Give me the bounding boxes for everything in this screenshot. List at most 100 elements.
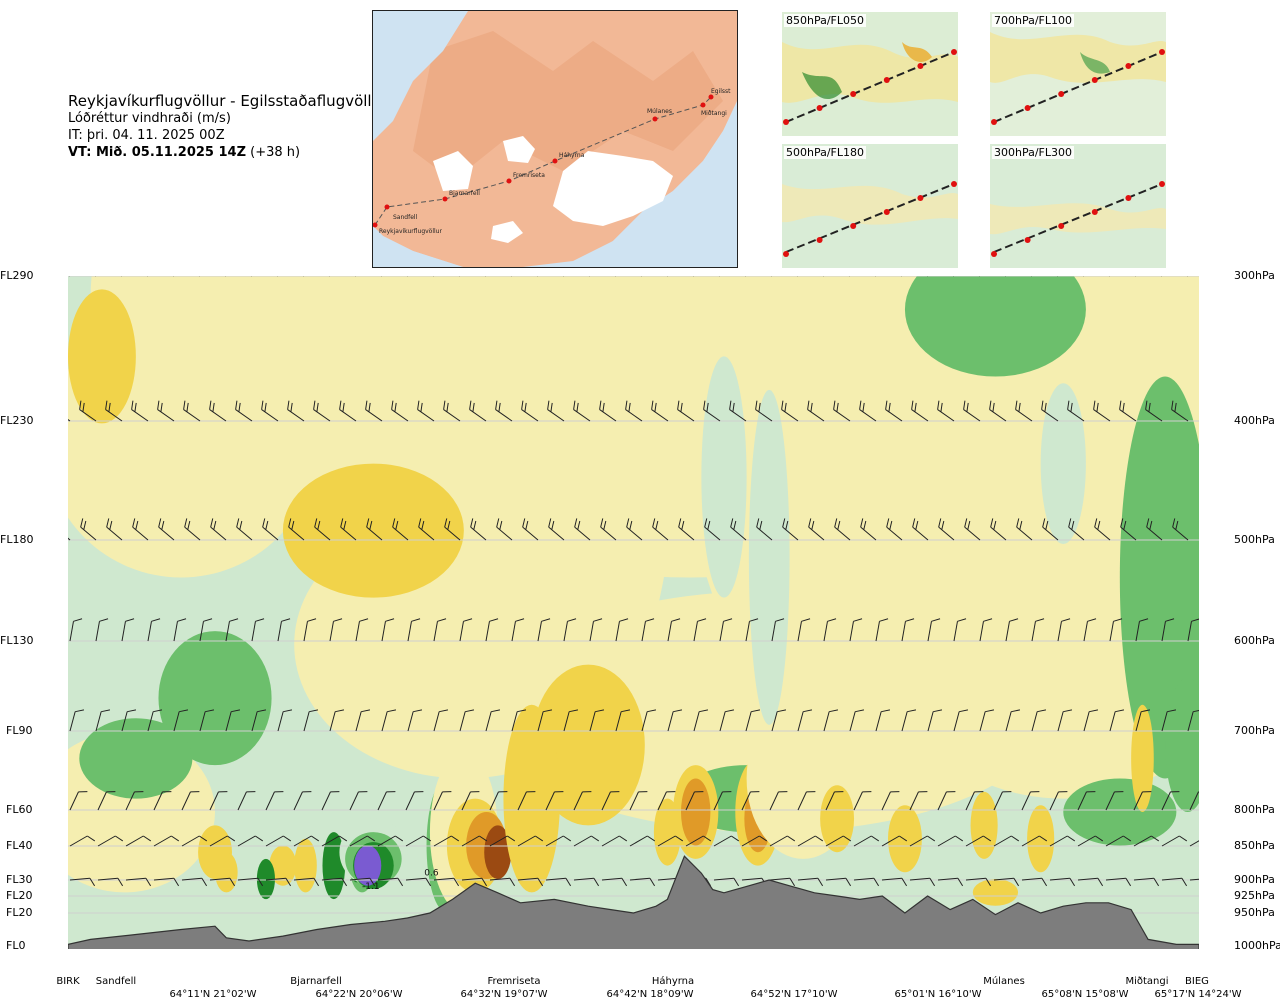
wind-barb-51 bbox=[235, 400, 253, 422]
contour-region-22 bbox=[269, 845, 297, 886]
wind-barb-220 bbox=[69, 791, 88, 811]
wind-barb-189 bbox=[407, 709, 423, 732]
wind-barb-105 bbox=[496, 518, 513, 541]
glacier-vatnajokull bbox=[553, 151, 673, 226]
wind-barb-199 bbox=[667, 709, 683, 732]
contour-region-51 bbox=[748, 389, 790, 725]
map-point-label: Múlanes bbox=[647, 108, 672, 115]
wind-barb-253 bbox=[993, 791, 1012, 811]
location-label: BIRK bbox=[56, 976, 80, 987]
mini-map-300-points bbox=[991, 181, 1165, 257]
wind-barb-19 bbox=[547, 276, 565, 277]
flight-level-label: FL30 bbox=[6, 873, 33, 886]
glacier-myrdalsjokull bbox=[491, 221, 523, 243]
wind-barb-314 bbox=[405, 877, 432, 887]
flight-level-label: FL20 bbox=[6, 889, 33, 902]
mini-map-700-svg bbox=[990, 12, 1166, 136]
wind-barb-212 bbox=[1005, 709, 1021, 732]
wind-barb-142 bbox=[329, 618, 343, 642]
pressure-label: 700hPa bbox=[1234, 724, 1275, 737]
wind-barb-45 bbox=[79, 400, 97, 422]
mini-map-500-label: 500hPa/FL180 bbox=[784, 146, 867, 159]
wind-barb-170 bbox=[1057, 618, 1071, 642]
wind-barb-178 bbox=[121, 709, 137, 732]
wind-barb-127 bbox=[1068, 518, 1085, 541]
wind-barb-281 bbox=[629, 835, 656, 847]
wind-barb-245 bbox=[769, 791, 788, 811]
wind-barb-129 bbox=[1120, 518, 1137, 541]
wind-barb-341 bbox=[1161, 877, 1188, 887]
flight-level-label: FL230 bbox=[0, 414, 34, 427]
wind-barb-78 bbox=[937, 400, 955, 422]
wind-barb-315 bbox=[433, 877, 460, 887]
wind-barb-123 bbox=[964, 518, 981, 541]
wind-barb-144 bbox=[381, 618, 395, 642]
wind-barb-121 bbox=[912, 518, 929, 541]
wind-barb-247 bbox=[825, 791, 844, 811]
wind-barb-138 bbox=[225, 618, 239, 642]
wind-barb-268 bbox=[265, 835, 292, 847]
wind-barb-111 bbox=[652, 518, 669, 541]
wind-barb-280 bbox=[601, 835, 628, 847]
wind-barb-339 bbox=[1105, 877, 1132, 887]
wind-barb-243 bbox=[713, 791, 732, 811]
wind-barb-267 bbox=[237, 835, 264, 847]
wind-barb-109 bbox=[600, 518, 617, 541]
wind-barb-184 bbox=[277, 709, 293, 732]
coordinate-label: 64°42'N 18°09'W bbox=[606, 989, 694, 1000]
wind-barb-134 bbox=[121, 618, 135, 642]
wind-barb-330 bbox=[853, 877, 880, 887]
wind-barb-56 bbox=[365, 400, 383, 422]
mini-map-point bbox=[883, 77, 890, 83]
wind-barb-0 bbox=[68, 276, 71, 277]
wind-barb-215 bbox=[1083, 709, 1099, 732]
wind-barb-74 bbox=[833, 400, 851, 422]
wind-barb-14 bbox=[417, 276, 435, 277]
wind-barb-162 bbox=[849, 618, 863, 642]
wind-barb-91 bbox=[132, 518, 149, 541]
wind-barb-167 bbox=[979, 618, 993, 642]
wind-barb-291 bbox=[909, 835, 936, 847]
wind-barb-179 bbox=[147, 709, 163, 732]
wind-barb-169 bbox=[1031, 618, 1045, 642]
wind-barb-182 bbox=[225, 709, 241, 732]
wind-barb-53 bbox=[287, 400, 305, 422]
wind-barb-234 bbox=[461, 791, 480, 811]
mini-map-point bbox=[816, 105, 823, 111]
iceland-land-shade bbox=[413, 31, 723, 181]
wind-barb-165 bbox=[927, 618, 941, 642]
wind-barb-240 bbox=[629, 791, 648, 811]
wind-barb-308 bbox=[237, 877, 264, 887]
wind-barb-55 bbox=[339, 400, 357, 422]
wind-barb-241 bbox=[657, 791, 676, 811]
contour-region-27 bbox=[294, 838, 317, 893]
sea-northwest bbox=[373, 11, 468, 141]
glacier-langjokull bbox=[433, 151, 473, 191]
wind-barb-228 bbox=[293, 791, 312, 811]
wind-barb-92 bbox=[158, 518, 175, 541]
wind-barb-28 bbox=[781, 276, 799, 277]
wind-barb-242 bbox=[685, 791, 704, 811]
route-title: Reykjavíkurflugvöllur - Egilsstaðaflugvö… bbox=[68, 92, 388, 110]
wind-barb-72 bbox=[781, 400, 799, 422]
wind-barb-122 bbox=[938, 518, 955, 541]
wind-barb-208 bbox=[901, 709, 917, 732]
route-map-svg: Reykjavíkurflugvöllur Sandfell Bjarnarfell… bbox=[373, 11, 737, 267]
wind-barb-286 bbox=[769, 835, 796, 847]
wind-barb-177 bbox=[95, 709, 111, 732]
mini-map-point bbox=[917, 63, 924, 69]
wind-barb-52 bbox=[261, 400, 279, 422]
wind-barb-73 bbox=[807, 400, 825, 422]
pressure-label: 300hPa bbox=[1234, 269, 1275, 282]
location-label: BIEG bbox=[1185, 976, 1209, 987]
wind-barb-119 bbox=[860, 518, 877, 541]
mini-map-point bbox=[1058, 91, 1065, 97]
wind-barb-235 bbox=[489, 791, 508, 811]
wind-barb-265 bbox=[181, 835, 208, 847]
wind-barb-246 bbox=[797, 791, 816, 811]
wind-barb-10 bbox=[313, 276, 331, 277]
wind-barb-161 bbox=[823, 618, 837, 642]
wind-barb-11 bbox=[339, 276, 357, 277]
mini-map-point bbox=[1024, 105, 1031, 111]
wind-barb-194 bbox=[537, 709, 553, 732]
